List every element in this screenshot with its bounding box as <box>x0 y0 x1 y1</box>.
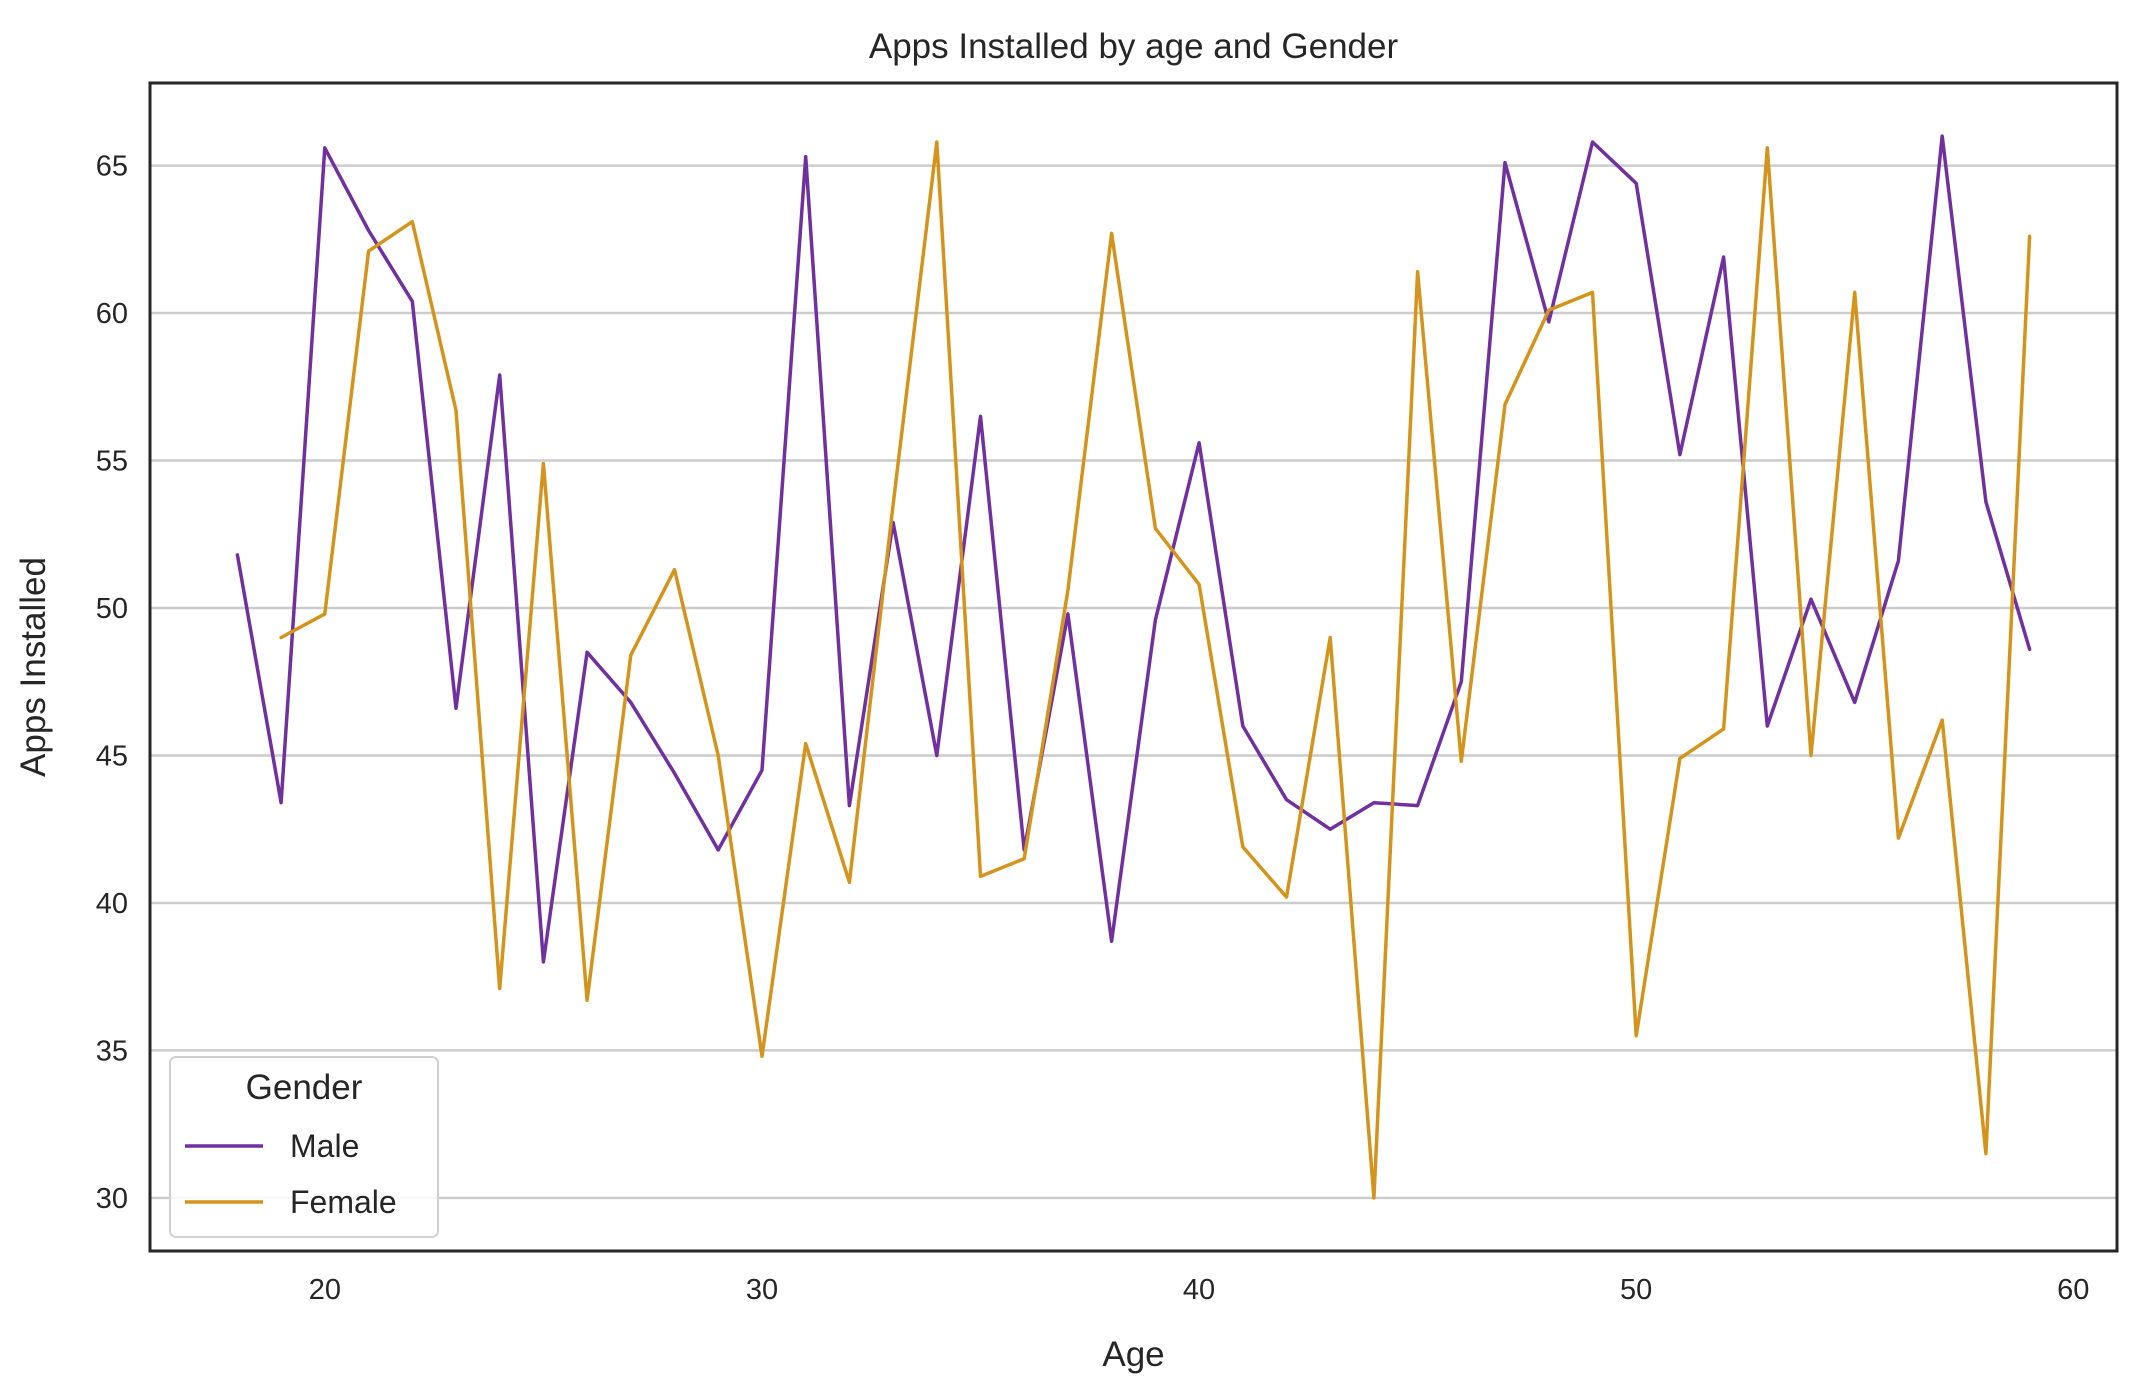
series-line-female <box>279 140 2032 1200</box>
x-tick-30: 30 <box>746 1274 778 1306</box>
chart-title: Apps Installed by age and Gender <box>869 27 1399 66</box>
y-tick-50: 50 <box>96 593 128 625</box>
y-tick-labels: 30 35 40 45 50 55 60 65 <box>96 151 128 1215</box>
y-axis-label: Apps Installed <box>14 557 53 777</box>
series-lines <box>235 134 2032 1200</box>
x-tick-20: 20 <box>309 1274 341 1306</box>
x-axis-label: Age <box>1102 1335 1164 1374</box>
x-tick-labels: 20 30 40 50 60 <box>309 1274 2090 1306</box>
y-tick-55: 55 <box>96 446 128 478</box>
y-tick-65: 65 <box>96 151 128 183</box>
legend-label-male: Male <box>290 1128 359 1164</box>
gridlines <box>150 164 2117 1200</box>
legend-label-female: Female <box>290 1184 397 1220</box>
y-tick-60: 60 <box>96 298 128 330</box>
y-tick-30: 30 <box>96 1183 128 1215</box>
series-line-male <box>235 134 2032 964</box>
legend-box <box>169 1056 439 1238</box>
x-tick-50: 50 <box>1620 1274 1652 1306</box>
legend-title: Gender <box>246 1068 363 1107</box>
x-tick-60: 60 <box>2057 1274 2089 1306</box>
legend: Gender Male Female <box>169 1056 439 1238</box>
legend-items: Male Female <box>185 1128 397 1220</box>
y-tick-45: 45 <box>96 740 128 772</box>
plot-frame <box>148 81 2119 1253</box>
y-tick-40: 40 <box>96 888 128 920</box>
x-tick-40: 40 <box>1183 1274 1215 1306</box>
y-tick-35: 35 <box>96 1035 128 1067</box>
